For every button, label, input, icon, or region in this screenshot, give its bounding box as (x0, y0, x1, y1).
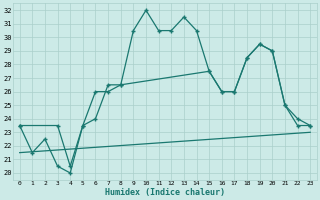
X-axis label: Humidex (Indice chaleur): Humidex (Indice chaleur) (105, 188, 225, 197)
